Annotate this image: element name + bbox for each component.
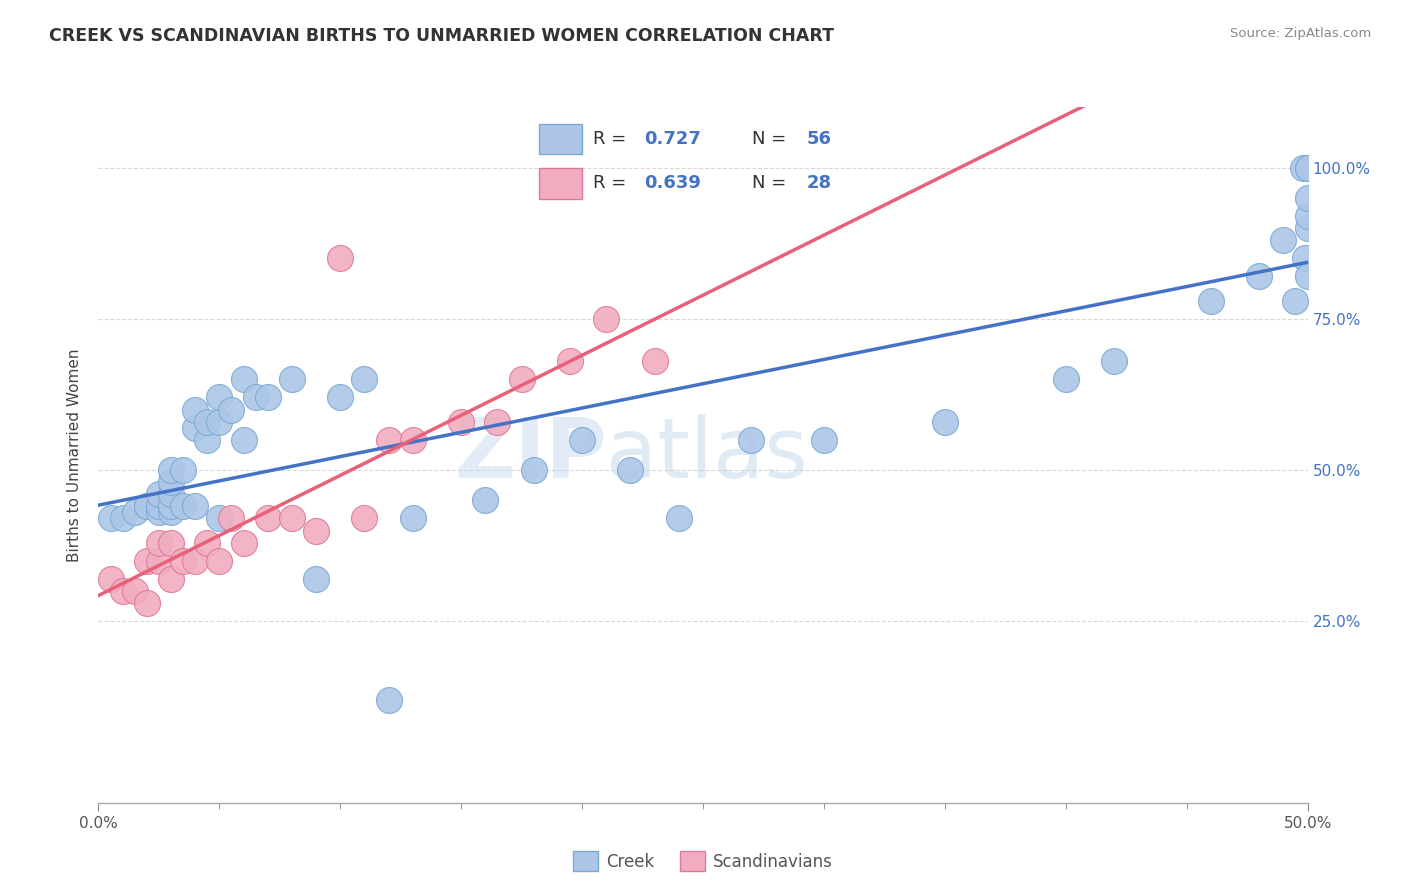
- Point: [1296, 191, 1319, 205]
- Point: [184, 554, 207, 568]
- Point: [184, 402, 207, 417]
- Point: [329, 391, 352, 405]
- Point: [1296, 221, 1319, 235]
- Point: [111, 584, 134, 599]
- Point: [208, 415, 231, 429]
- Point: [571, 433, 593, 447]
- Point: [305, 572, 328, 586]
- Point: [172, 463, 194, 477]
- Point: [1296, 209, 1319, 223]
- Point: [232, 535, 254, 549]
- Point: [256, 391, 278, 405]
- Point: [281, 511, 304, 525]
- Point: [148, 500, 170, 514]
- Point: [208, 391, 231, 405]
- Point: [353, 511, 375, 525]
- Point: [148, 487, 170, 501]
- Point: [281, 372, 304, 386]
- Point: [160, 505, 183, 519]
- Point: [450, 415, 472, 429]
- Text: atlas: atlas: [606, 415, 808, 495]
- Point: [305, 524, 328, 538]
- Point: [245, 391, 267, 405]
- Point: [160, 535, 183, 549]
- Point: [184, 420, 207, 434]
- Point: [474, 493, 496, 508]
- Point: [160, 572, 183, 586]
- Point: [1102, 354, 1125, 368]
- Point: [148, 554, 170, 568]
- Point: [100, 572, 122, 586]
- Point: [111, 511, 134, 525]
- Point: [195, 433, 218, 447]
- Point: [1054, 372, 1077, 386]
- Point: [1249, 269, 1271, 284]
- Point: [195, 415, 218, 429]
- Point: [1199, 293, 1222, 308]
- Point: [740, 433, 762, 447]
- Point: [1292, 161, 1315, 175]
- Point: [402, 433, 425, 447]
- Point: [934, 415, 956, 429]
- Point: [208, 554, 231, 568]
- Point: [353, 372, 375, 386]
- Point: [1296, 269, 1319, 284]
- Point: [160, 500, 183, 514]
- Point: [160, 487, 183, 501]
- Point: [1296, 161, 1319, 175]
- Point: [402, 511, 425, 525]
- Point: [135, 500, 157, 514]
- Y-axis label: Births to Unmarried Women: Births to Unmarried Women: [67, 348, 83, 562]
- Point: [208, 511, 231, 525]
- Point: [172, 500, 194, 514]
- Point: [523, 463, 546, 477]
- Point: [329, 252, 352, 266]
- Point: [668, 511, 690, 525]
- Point: [195, 535, 218, 549]
- Point: [160, 475, 183, 490]
- Text: ZIP: ZIP: [454, 415, 606, 495]
- Point: [184, 500, 207, 514]
- Point: [148, 535, 170, 549]
- Point: [100, 511, 122, 525]
- Point: [1284, 293, 1306, 308]
- Point: [124, 584, 146, 599]
- Point: [256, 511, 278, 525]
- Text: Source: ZipAtlas.com: Source: ZipAtlas.com: [1230, 27, 1371, 40]
- Point: [135, 554, 157, 568]
- Point: [135, 596, 157, 610]
- Point: [172, 554, 194, 568]
- Point: [510, 372, 533, 386]
- Point: [160, 463, 183, 477]
- Point: [813, 433, 835, 447]
- Point: [221, 511, 243, 525]
- Point: [558, 354, 581, 368]
- Text: CREEK VS SCANDINAVIAN BIRTHS TO UNMARRIED WOMEN CORRELATION CHART: CREEK VS SCANDINAVIAN BIRTHS TO UNMARRIE…: [49, 27, 834, 45]
- Point: [1296, 161, 1319, 175]
- Point: [232, 433, 254, 447]
- Point: [377, 433, 399, 447]
- Point: [221, 402, 243, 417]
- Point: [124, 505, 146, 519]
- Point: [135, 500, 157, 514]
- Legend: Creek, Scandinavians: Creek, Scandinavians: [567, 845, 839, 878]
- Point: [1294, 252, 1316, 266]
- Point: [486, 415, 509, 429]
- Point: [644, 354, 666, 368]
- Point: [1272, 233, 1295, 247]
- Point: [595, 311, 617, 326]
- Point: [377, 693, 399, 707]
- Point: [619, 463, 641, 477]
- Point: [148, 505, 170, 519]
- Point: [232, 372, 254, 386]
